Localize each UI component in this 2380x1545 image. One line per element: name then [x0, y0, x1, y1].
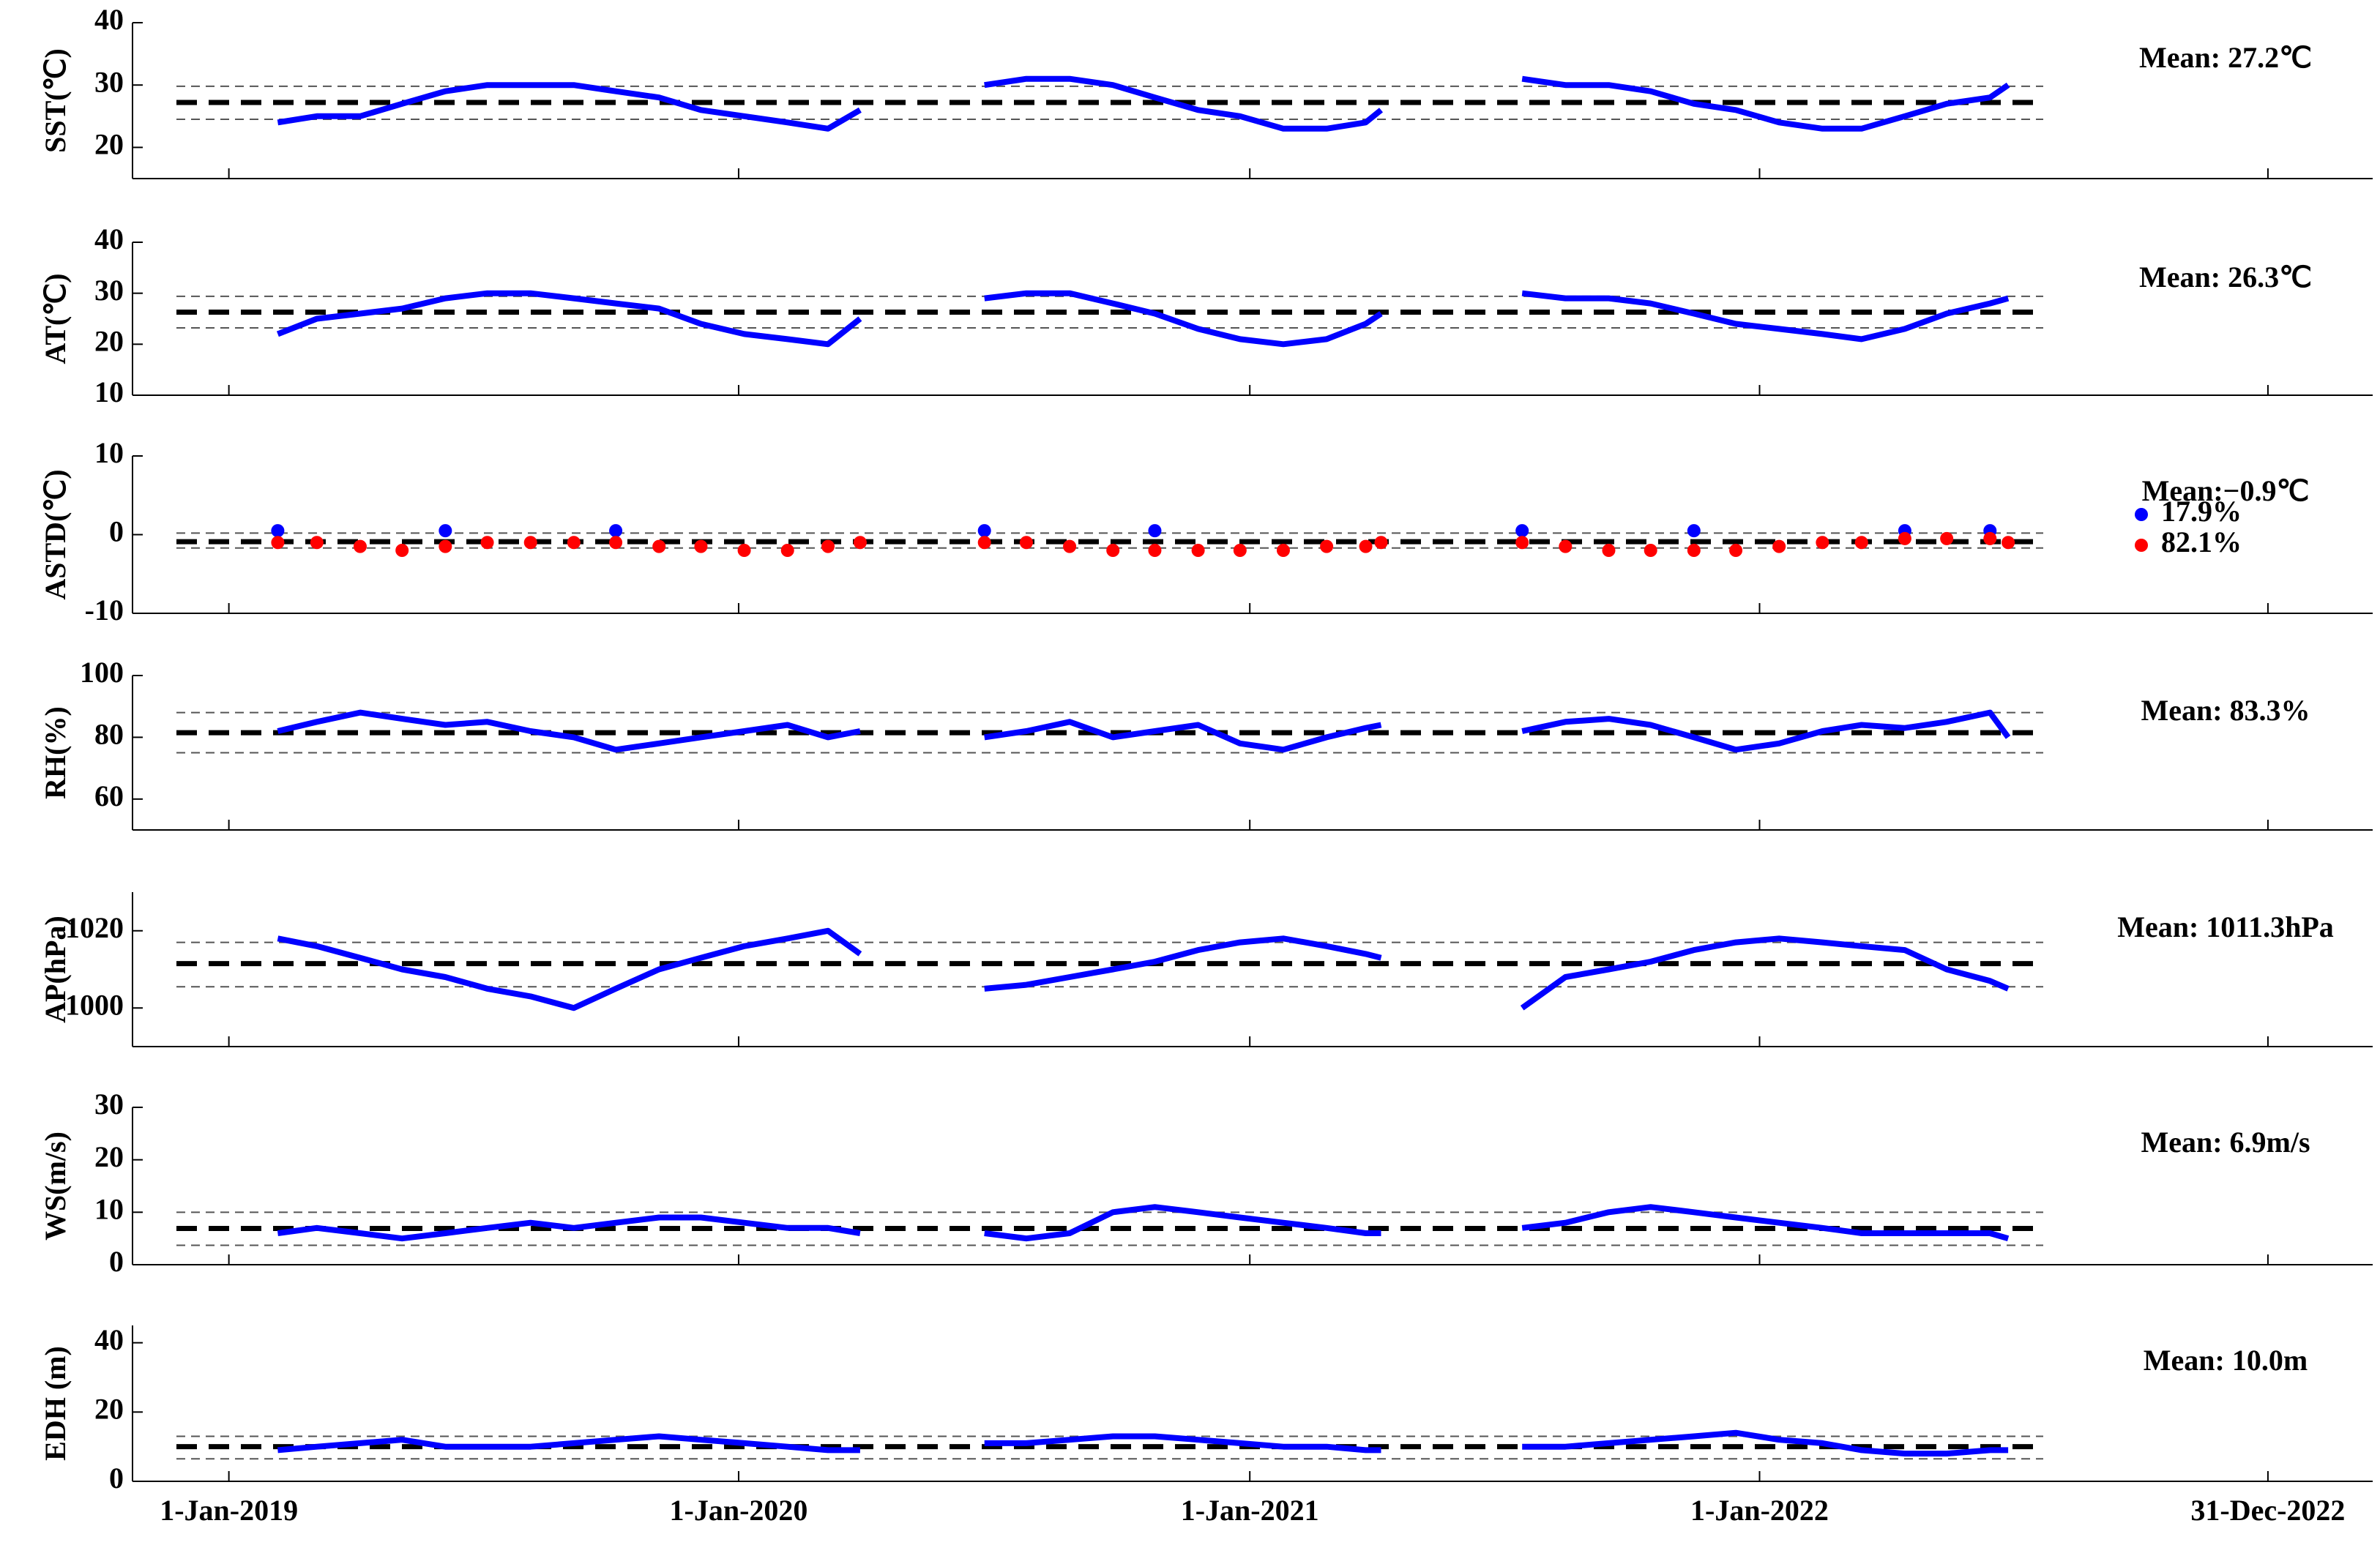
- data-point: [1687, 524, 1701, 538]
- data-point: [395, 544, 409, 557]
- data-point: [271, 524, 285, 538]
- y-tick-label: -10: [85, 594, 124, 626]
- data-point: [1515, 524, 1529, 538]
- y-tick-label: 20: [94, 325, 124, 358]
- y-tick-label: 10: [94, 1193, 124, 1226]
- data-point: [853, 536, 867, 550]
- data-line: [277, 709, 2011, 753]
- data-point: [567, 536, 581, 550]
- x-tick-label: 1-Jan-2019: [160, 1494, 298, 1527]
- data-point: [1191, 544, 1205, 557]
- mean-annotation: Mean: 6.9m/s: [2141, 1126, 2310, 1159]
- mean-annotation: Mean: 10.0m: [2144, 1344, 2308, 1377]
- y-tick-label: 1020: [65, 911, 124, 944]
- y-tick-label: 1000: [65, 988, 124, 1021]
- data-point: [977, 536, 991, 550]
- data-point: [2002, 536, 2015, 550]
- data-point: [1854, 536, 1868, 550]
- data-point: [1359, 539, 1373, 553]
- y-tick-label: 10: [94, 436, 124, 469]
- mean-annotation: Mean: 26.3℃: [2139, 261, 2312, 293]
- data-point: [1602, 544, 1616, 557]
- x-tick-label: 1-Jan-2022: [1690, 1494, 1829, 1527]
- data-point: [1233, 544, 1247, 557]
- data-line: [277, 1429, 2009, 1457]
- data-point: [1729, 544, 1743, 557]
- y-axis-label: SST(℃): [39, 48, 72, 153]
- y-tick-label: 0: [109, 515, 124, 548]
- y-axis-label: WS(m/s): [39, 1131, 72, 1241]
- data-line: [277, 1204, 2010, 1242]
- data-point: [1320, 539, 1334, 553]
- data-point: [1019, 536, 1033, 550]
- y-tick-label: 40: [94, 3, 124, 36]
- y-tick-label: 20: [94, 1393, 124, 1426]
- y-tick-label: 60: [94, 779, 124, 812]
- y-tick-label: 30: [94, 65, 124, 98]
- legend-marker: [2135, 539, 2148, 552]
- y-axis-label: EDH (m): [39, 1346, 72, 1461]
- data-point: [1940, 531, 1954, 545]
- legend-marker: [2135, 508, 2148, 521]
- y-tick-label: 40: [94, 1323, 124, 1356]
- y-tick-label: 30: [94, 274, 124, 307]
- data-point: [310, 536, 324, 550]
- data-line: [277, 75, 2010, 132]
- data-point: [1148, 544, 1162, 557]
- data-point: [609, 524, 623, 538]
- data-point: [353, 539, 367, 553]
- data-point: [439, 539, 452, 553]
- y-tick-label: 40: [94, 222, 124, 255]
- data-point: [1687, 544, 1701, 557]
- data-point: [439, 524, 452, 538]
- x-tick-label: 31-Dec-2022: [2190, 1494, 2345, 1527]
- data-point: [1515, 536, 1529, 550]
- data-point: [271, 536, 285, 550]
- data-point: [523, 536, 537, 550]
- data-point: [1148, 524, 1162, 538]
- y-axis-label: ASTD(℃): [39, 469, 72, 599]
- y-tick-label: 0: [109, 1462, 124, 1495]
- data-point: [609, 536, 623, 550]
- data-point: [1898, 531, 1911, 545]
- legend-label: 82.1%: [2161, 525, 2242, 558]
- data-point: [1106, 544, 1120, 557]
- y-axis-label: AP(hPa): [39, 916, 72, 1023]
- x-tick-label: 1-Jan-2020: [670, 1494, 808, 1527]
- y-axis-label: RH(%): [39, 706, 72, 799]
- data-point: [694, 539, 708, 553]
- data-point: [977, 524, 991, 538]
- data-point: [737, 544, 751, 557]
- data-point: [821, 539, 835, 553]
- data-point: [480, 536, 494, 550]
- data-point: [780, 544, 794, 557]
- data-point: [1816, 536, 1829, 550]
- y-tick-label: 10: [94, 375, 124, 408]
- y-tick-label: 100: [80, 656, 124, 689]
- data-point: [1983, 531, 1997, 545]
- data-point: [1772, 539, 1786, 553]
- mean-annotation: Mean: 27.2℃: [2139, 41, 2312, 74]
- data-point: [1374, 536, 1388, 550]
- data-point: [1644, 544, 1657, 557]
- data-point: [1276, 544, 1290, 557]
- y-axis-label: AT(℃): [39, 273, 72, 364]
- y-tick-label: 20: [94, 1140, 124, 1173]
- data-line: [276, 290, 2010, 348]
- x-tick-label: 1-Jan-2021: [1181, 1494, 1319, 1527]
- mean-annotation: Mean: 83.3%: [2141, 694, 2310, 727]
- mean-annotation: Mean: 1011.3hPa: [2117, 910, 2334, 943]
- legend-label: 17.9%: [2161, 495, 2242, 528]
- mean-annotation: Mean:−0.9℃: [2142, 474, 2310, 507]
- data-point: [1063, 539, 1077, 553]
- y-tick-label: 0: [109, 1245, 124, 1278]
- data-point: [652, 539, 666, 553]
- data-point: [1559, 539, 1573, 553]
- y-tick-label: 20: [94, 128, 124, 161]
- y-tick-label: 30: [94, 1088, 124, 1121]
- data-line: [277, 927, 2010, 1011]
- y-tick-label: 80: [94, 718, 124, 751]
